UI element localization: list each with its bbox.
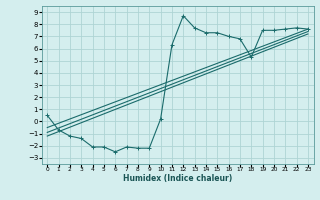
- X-axis label: Humidex (Indice chaleur): Humidex (Indice chaleur): [123, 174, 232, 183]
